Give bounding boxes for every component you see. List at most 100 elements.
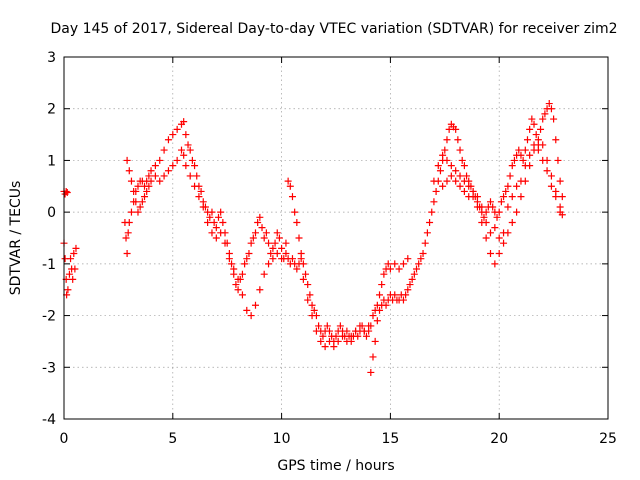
data-point bbox=[145, 172, 153, 180]
data-point bbox=[147, 177, 155, 185]
data-point bbox=[556, 177, 564, 185]
data-point bbox=[208, 208, 216, 216]
data-point bbox=[460, 187, 468, 195]
data-point bbox=[480, 213, 488, 221]
data-point bbox=[147, 167, 155, 175]
data-point bbox=[288, 255, 296, 263]
data-point bbox=[493, 213, 501, 221]
data-point bbox=[284, 177, 292, 185]
data-point bbox=[460, 177, 468, 185]
data-point bbox=[552, 193, 560, 201]
grid bbox=[64, 57, 608, 419]
data-point bbox=[145, 182, 153, 190]
data-point bbox=[482, 234, 490, 242]
data-point bbox=[373, 317, 381, 325]
data-point bbox=[241, 260, 249, 268]
plot-frame bbox=[63, 56, 609, 420]
x-axis-label: GPS time / hours bbox=[277, 458, 394, 474]
data-point bbox=[141, 193, 149, 201]
data-point bbox=[539, 156, 547, 164]
data-point bbox=[482, 208, 490, 216]
data-point bbox=[415, 260, 423, 268]
data-point bbox=[306, 291, 314, 299]
data-point bbox=[204, 218, 212, 226]
data-point bbox=[186, 146, 194, 154]
data-point bbox=[354, 332, 362, 340]
data-point bbox=[521, 146, 529, 154]
data-point bbox=[160, 146, 168, 154]
data-point bbox=[413, 265, 421, 273]
data-point bbox=[465, 193, 473, 201]
data-point bbox=[504, 182, 512, 190]
data-point bbox=[399, 260, 407, 268]
data-point bbox=[391, 260, 399, 268]
data-point bbox=[164, 136, 172, 144]
chart-title: Day 145 of 2017, Sidereal Day-to-day VTE… bbox=[51, 21, 618, 37]
data-point bbox=[506, 172, 514, 180]
y-tick-label: -4 bbox=[42, 412, 56, 428]
data-point bbox=[321, 343, 329, 351]
data-point bbox=[317, 337, 325, 345]
data-point bbox=[206, 213, 214, 221]
data-point bbox=[225, 255, 233, 263]
data-point bbox=[308, 301, 316, 309]
data-point bbox=[273, 250, 281, 258]
data-point bbox=[269, 255, 277, 263]
data-point bbox=[232, 281, 240, 289]
data-point bbox=[339, 332, 347, 340]
data-point bbox=[127, 177, 135, 185]
data-point bbox=[436, 167, 444, 175]
data-point bbox=[539, 115, 547, 123]
data-point bbox=[123, 250, 131, 258]
y-tick-label: 2 bbox=[47, 102, 56, 118]
data-point bbox=[310, 306, 318, 314]
data-point bbox=[356, 322, 364, 330]
data-point bbox=[386, 265, 394, 273]
data-point bbox=[69, 275, 77, 283]
data-point bbox=[526, 125, 534, 133]
data-point bbox=[452, 167, 460, 175]
data-point bbox=[138, 198, 146, 206]
data-point bbox=[238, 270, 246, 278]
data-point bbox=[371, 337, 379, 345]
data-point bbox=[182, 162, 190, 170]
data-point bbox=[517, 177, 525, 185]
data-point bbox=[556, 208, 564, 216]
data-point bbox=[151, 162, 159, 170]
data-point bbox=[402, 291, 410, 299]
data-point bbox=[515, 146, 523, 154]
data-point bbox=[369, 353, 377, 361]
data-point bbox=[191, 182, 199, 190]
data-point bbox=[256, 213, 264, 221]
data-point bbox=[247, 312, 255, 320]
y-tick-label: -2 bbox=[42, 309, 56, 325]
data-point bbox=[302, 270, 310, 278]
data-point bbox=[269, 244, 277, 252]
data-point bbox=[378, 281, 386, 289]
data-point bbox=[299, 275, 307, 283]
data-point bbox=[421, 239, 429, 247]
data-point bbox=[63, 188, 71, 196]
data-point bbox=[275, 234, 283, 242]
x-tick-labels: 0 5 10 15 20 25 bbox=[60, 431, 617, 447]
data-point bbox=[395, 265, 403, 273]
data-point bbox=[530, 141, 538, 149]
data-point bbox=[486, 198, 494, 206]
data-point bbox=[391, 291, 399, 299]
y-tick-label: 0 bbox=[47, 205, 56, 221]
data-point bbox=[532, 131, 540, 139]
data-point bbox=[528, 115, 536, 123]
data-point bbox=[123, 156, 131, 164]
data-point bbox=[558, 193, 566, 201]
data-point bbox=[304, 296, 312, 304]
data-point bbox=[291, 208, 299, 216]
data-point bbox=[439, 151, 447, 159]
data-point bbox=[456, 182, 464, 190]
data-point bbox=[369, 312, 377, 320]
data-point bbox=[180, 151, 188, 159]
data-point bbox=[143, 187, 151, 195]
data-point bbox=[315, 322, 323, 330]
data-point bbox=[452, 125, 460, 133]
data-point bbox=[486, 250, 494, 258]
data-point bbox=[265, 239, 273, 247]
